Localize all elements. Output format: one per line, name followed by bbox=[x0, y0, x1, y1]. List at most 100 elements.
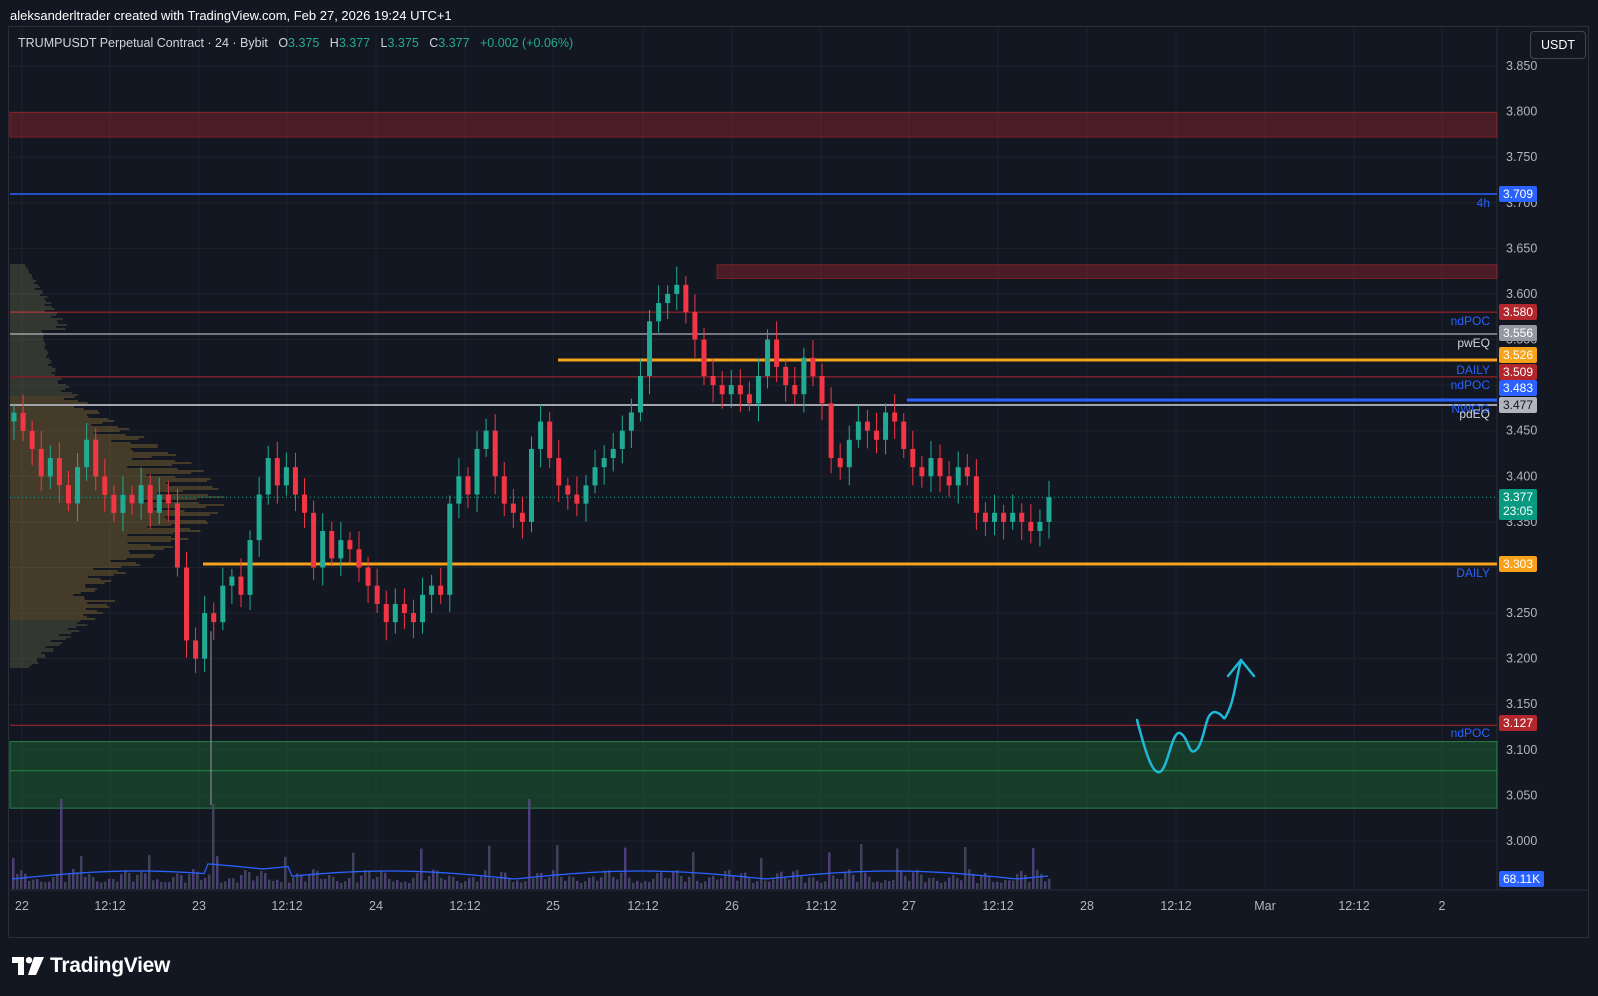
demand-zone bbox=[9, 741, 1498, 809]
volume-bar bbox=[772, 879, 775, 889]
close-label: C bbox=[429, 36, 439, 50]
volume-bar bbox=[840, 879, 843, 889]
volume-bar bbox=[180, 875, 183, 889]
symbol-legend[interactable]: TRUMPUSDT Perpetual Contract · 24 · Bybi… bbox=[18, 36, 573, 50]
time-tick-label: 12:12 bbox=[271, 899, 302, 913]
candle-body bbox=[220, 585, 226, 623]
volume-bar bbox=[320, 878, 323, 889]
candle-body bbox=[283, 467, 289, 486]
candle-body bbox=[174, 503, 180, 568]
volume-bar bbox=[308, 875, 311, 889]
candle-body bbox=[38, 448, 44, 477]
open-label: O bbox=[278, 36, 289, 50]
candle-body bbox=[1046, 497, 1052, 522]
volume-bar bbox=[240, 874, 243, 889]
volume-bar bbox=[744, 872, 747, 889]
volume-bar bbox=[128, 872, 131, 889]
candle-body bbox=[1001, 512, 1007, 522]
volume-bar bbox=[184, 882, 187, 889]
price-tick-label: 3.750 bbox=[1506, 150, 1537, 164]
price-tick-label: 3.000 bbox=[1506, 834, 1537, 848]
supply-zone-upper bbox=[9, 112, 1498, 138]
volume-bar bbox=[216, 856, 219, 889]
volume-bar bbox=[372, 879, 375, 889]
time-tick-label: 24 bbox=[369, 899, 383, 913]
volume-bar bbox=[268, 879, 271, 889]
volume-bar bbox=[424, 880, 427, 889]
price-tick-label: 3.850 bbox=[1506, 59, 1537, 73]
volume-bar bbox=[856, 881, 859, 889]
level-label: pwEQ bbox=[1457, 336, 1490, 350]
volume-bar bbox=[16, 873, 19, 889]
candle-body bbox=[156, 494, 162, 513]
volume-bar bbox=[896, 848, 899, 889]
candle-body bbox=[420, 594, 426, 623]
candle-body bbox=[447, 503, 453, 595]
volume-bar bbox=[212, 804, 215, 889]
candle-body bbox=[1019, 512, 1025, 522]
price-tick-label: 3.650 bbox=[1506, 241, 1537, 255]
volume-bar bbox=[280, 882, 283, 889]
volume-bar bbox=[512, 882, 515, 889]
volume-bar bbox=[1004, 879, 1007, 889]
volume-bar bbox=[452, 876, 455, 889]
volume-bar bbox=[488, 845, 491, 889]
volume-bar bbox=[944, 881, 947, 889]
currency-selector-button[interactable]: USDT bbox=[1530, 31, 1586, 59]
candle-body bbox=[347, 540, 353, 550]
volume-bar bbox=[844, 871, 847, 889]
price-tick-label: 3.250 bbox=[1506, 606, 1537, 620]
candle-body bbox=[656, 303, 662, 322]
volume-bar bbox=[392, 881, 395, 889]
volume-bar bbox=[428, 876, 431, 889]
volume-bar bbox=[188, 874, 191, 889]
chart-frame bbox=[8, 26, 1589, 938]
volume-bar bbox=[980, 875, 983, 889]
price-tick-label: 3.450 bbox=[1506, 424, 1537, 438]
candle-body bbox=[692, 312, 698, 340]
tradingview-logo[interactable]: TradingView bbox=[12, 954, 170, 978]
volume-bar bbox=[848, 869, 851, 889]
volume-bar bbox=[484, 870, 487, 889]
volume-bar bbox=[24, 873, 27, 889]
volume-bar bbox=[832, 875, 835, 889]
volume-bar bbox=[904, 875, 907, 889]
candle-body bbox=[93, 439, 99, 477]
volume-bar bbox=[248, 872, 251, 889]
volume-bar bbox=[984, 872, 987, 889]
volume-bar bbox=[1024, 874, 1027, 889]
price-tick-label: 3.050 bbox=[1506, 788, 1537, 802]
time-tick-label: 23 bbox=[192, 899, 206, 913]
candle-body bbox=[701, 339, 707, 376]
candle-body bbox=[574, 494, 580, 504]
candle-body bbox=[147, 485, 153, 513]
volume-bar bbox=[84, 876, 87, 889]
level-label: pdEQ bbox=[1459, 407, 1490, 421]
volume-bar bbox=[1044, 881, 1047, 889]
volume-bar bbox=[916, 869, 919, 889]
volume-bar bbox=[388, 878, 391, 889]
volume-bar bbox=[292, 877, 295, 889]
volume-bar bbox=[444, 879, 447, 889]
volume-bar bbox=[524, 881, 527, 889]
volume-bar bbox=[940, 882, 943, 889]
candle-body bbox=[755, 376, 761, 404]
volume-bar bbox=[56, 873, 59, 889]
volume-bar bbox=[804, 882, 807, 889]
volume-bar bbox=[448, 875, 451, 889]
volume-bar bbox=[400, 882, 403, 889]
volume-bar bbox=[244, 870, 247, 889]
volume-bar bbox=[632, 882, 635, 889]
volume-bar bbox=[108, 878, 111, 889]
volume-bar bbox=[776, 873, 779, 889]
volume-bar bbox=[112, 878, 115, 889]
candle-body bbox=[238, 576, 244, 595]
candle-body bbox=[84, 439, 90, 468]
volume-bar bbox=[864, 872, 867, 889]
candle-body bbox=[992, 512, 998, 522]
volume-bar bbox=[152, 880, 155, 889]
volume-bar bbox=[236, 882, 239, 889]
candle-body bbox=[256, 494, 262, 541]
candle-body bbox=[129, 494, 135, 504]
